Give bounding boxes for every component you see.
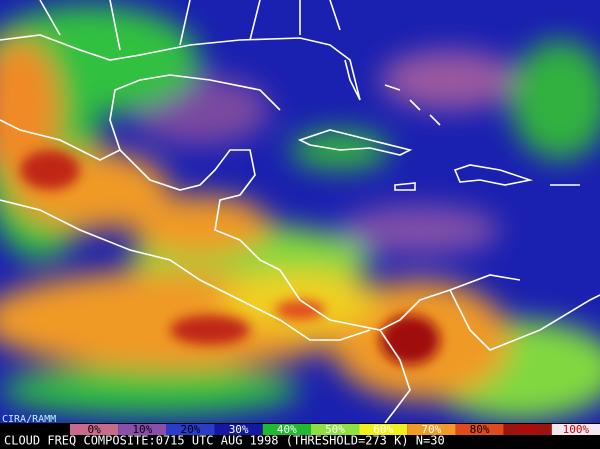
legend-label: 80%: [470, 423, 490, 436]
legend-swatch: [503, 424, 552, 435]
legend-swatch: [262, 424, 311, 435]
cloud-field: [0, 5, 600, 420]
legend-swatch: [166, 424, 215, 435]
coastlines: [0, 0, 600, 424]
legend-label: 70%: [421, 423, 441, 436]
legend-swatch: [214, 424, 263, 435]
caption: CLOUD FREQ COMPOSITE:0715 UTC AUG 1998 (…: [4, 434, 445, 448]
legend-swatch: [70, 424, 119, 435]
legend-label: 0%: [87, 423, 101, 436]
cloud-map: [0, 0, 600, 424]
legend-label: 90%: [518, 423, 538, 436]
legend-label: 10%: [132, 423, 152, 436]
legend-swatch: [551, 424, 600, 435]
legend-label: 100%: [563, 423, 590, 436]
legend-swatch: [118, 424, 167, 435]
legend-label: 50%: [325, 423, 345, 436]
legend-swatch: [455, 424, 504, 435]
legend-swatch: [359, 424, 408, 435]
legend-swatch: [310, 424, 360, 435]
legend-label: 60%: [373, 423, 393, 436]
credit-label: CIRA/RAMM: [2, 414, 56, 425]
legend-label: 40%: [277, 423, 297, 436]
deep-convection: [20, 150, 440, 365]
legend-swatch: [407, 424, 456, 435]
color-legend: 0% 10% 20% 30% 40% 50% 60% 70% 80% 90% 100%: [70, 423, 600, 436]
legend-label: 30%: [229, 423, 249, 436]
legend-label: 20%: [181, 423, 201, 436]
